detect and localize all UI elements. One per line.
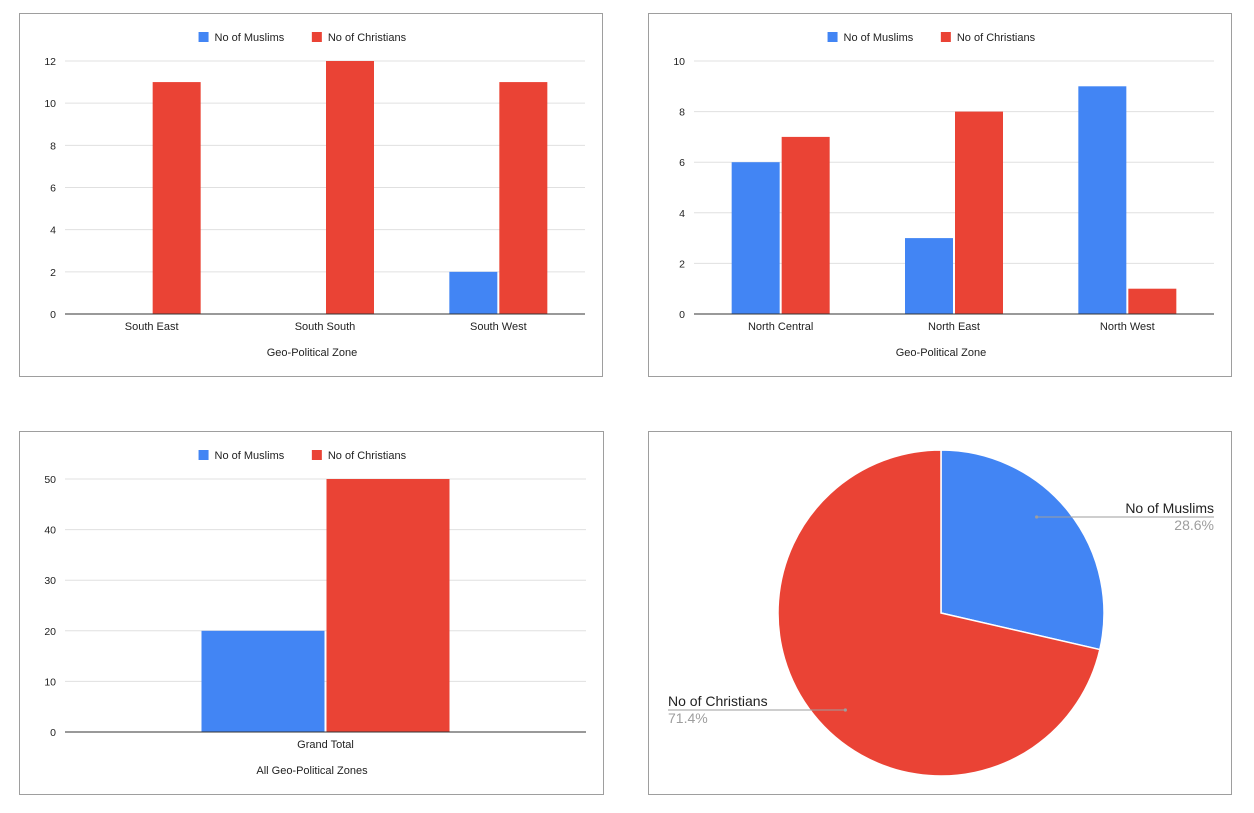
legend-swatch-no-of-christians [311, 32, 322, 42]
bar-grand-total-no-of-christians [326, 479, 450, 732]
bar-north-central-no-of-muslims [731, 162, 780, 314]
bar-grand-total-no-of-muslims [201, 630, 325, 732]
legend-label-no-of-muslims: No of Muslims [215, 450, 285, 462]
x-tick-label-south-south: South South [295, 321, 356, 333]
y-tick-label: 2 [679, 258, 685, 270]
legend-swatch-no-of-muslims [198, 450, 209, 460]
bar-north-central-no-of-christians [781, 136, 830, 314]
leader-dot-no-of-muslims [1035, 515, 1039, 519]
bar-chart-south-zones: No of Muslims No of Christians 0 2 4 6 8 10 12 So… [44, 32, 585, 359]
y-tick-label: 2 [50, 267, 56, 279]
y-tick-label: 0 [50, 309, 56, 321]
x-tick-label-grand-total: Grand Total [297, 739, 354, 751]
pie-slice-no-of-christians [777, 449, 1101, 777]
y-tick-label: 30 [44, 575, 56, 587]
chart-panel-pie: No of Muslims 28.6% No of Christians 71.4% [648, 431, 1232, 795]
x-tick-label-north-west: North West [1100, 321, 1155, 333]
bar-north-west-no-of-muslims [1078, 86, 1127, 314]
pie-label-no-of-christians: No of Christians [668, 693, 768, 709]
y-tick-label: 10 [44, 98, 56, 110]
pie-percent-no-of-muslims: 28.6% [1174, 517, 1214, 533]
y-tick-label: 0 [679, 309, 685, 321]
y-tick-label: 20 [44, 626, 56, 638]
y-tick-label: 50 [44, 474, 56, 486]
pie-label-no-of-muslims: No of Muslims [1125, 500, 1214, 516]
y-tick-label: 0 [50, 727, 56, 739]
y-tick-label: 8 [679, 107, 685, 119]
x-tick-label-north-central: North Central [748, 321, 813, 333]
legend-swatch-no-of-muslims [198, 32, 209, 42]
y-tick-label: 6 [50, 183, 56, 195]
y-tick-label: 10 [44, 676, 56, 688]
legend-swatch-no-of-muslims [827, 32, 838, 42]
pie-percent-no-of-christians: 71.4% [668, 710, 708, 726]
legend-label-no-of-christians: No of Christians [957, 32, 1036, 44]
legend-swatch-no-of-christians [940, 32, 951, 42]
y-tick-label: 8 [50, 140, 56, 152]
y-tick-label: 4 [50, 225, 56, 237]
bar-chart-grand-total: No of Muslims No of Christians 0 10 20 30 40 50… [44, 450, 586, 777]
x-tick-label-south-east: South East [125, 321, 179, 333]
legend-label-no-of-muslims: No of Muslims [844, 32, 914, 44]
x-axis-title: All Geo-Political Zones [256, 765, 368, 777]
legend-swatch-no-of-christians [311, 450, 322, 460]
y-tick-label: 10 [673, 56, 685, 68]
y-tick-label: 4 [679, 208, 685, 220]
y-tick-label: 12 [44, 56, 56, 68]
bar-south-west-no-of-christians [499, 82, 548, 314]
bar-south-east-no-of-christians [152, 82, 201, 314]
bar-chart-north-zones: No of Muslims No of Christians 0 2 4 6 8 10 Nort… [673, 32, 1214, 359]
chart-panel-south-zones: No of Muslims No of Christians 0 2 4 6 8 10 12 So… [19, 13, 603, 377]
legend-label-no-of-christians: No of Christians [328, 450, 407, 462]
y-tick-label: 6 [679, 157, 685, 169]
bar-south-south-no-of-christians [326, 61, 374, 314]
bar-south-west-no-of-muslims [449, 271, 498, 314]
x-axis-title: Geo-Political Zone [896, 347, 987, 359]
pie-slice-no-of-muslims [940, 449, 1105, 651]
bar-north-east-no-of-muslims [905, 238, 953, 314]
chart-panel-north-zones: No of Muslims No of Christians 0 2 4 6 8 10 Nort… [648, 13, 1232, 377]
x-tick-label-south-west: South West [470, 321, 527, 333]
legend-label-no-of-muslims: No of Muslims [215, 32, 285, 44]
bar-north-west-no-of-christians [1128, 288, 1177, 314]
chart-panel-grand-total: No of Muslims No of Christians 0 10 20 30 40 50… [19, 431, 604, 795]
legend-label-no-of-christians: No of Christians [328, 32, 407, 44]
bar-north-east-no-of-christians [955, 111, 1003, 314]
x-tick-label-north-east: North East [928, 321, 980, 333]
y-tick-label: 40 [44, 525, 56, 537]
x-axis-title: Geo-Political Zone [267, 347, 358, 359]
